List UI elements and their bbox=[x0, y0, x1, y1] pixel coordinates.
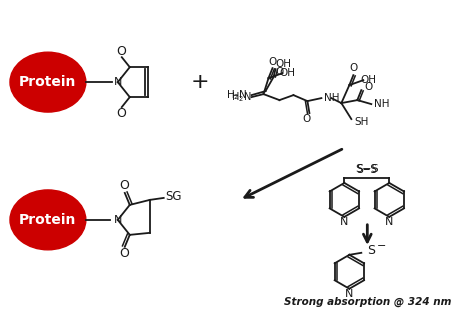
Text: OH: OH bbox=[280, 68, 295, 78]
Text: N: N bbox=[340, 217, 348, 227]
Text: O: O bbox=[365, 82, 373, 92]
Text: S: S bbox=[367, 244, 375, 257]
Text: Protein: Protein bbox=[19, 213, 77, 227]
Text: N: N bbox=[114, 215, 122, 225]
Text: +: + bbox=[191, 72, 209, 92]
Text: O: O bbox=[116, 45, 126, 58]
Text: O: O bbox=[268, 57, 277, 67]
Text: O: O bbox=[302, 114, 310, 124]
Text: S−S: S−S bbox=[355, 164, 379, 174]
Text: H$_2$N: H$_2$N bbox=[231, 90, 252, 104]
Text: O: O bbox=[116, 107, 126, 120]
Text: S−S: S−S bbox=[356, 163, 378, 176]
Ellipse shape bbox=[10, 190, 86, 250]
Text: Strong absorption @ 324 nm: Strong absorption @ 324 nm bbox=[283, 297, 451, 307]
Text: O: O bbox=[119, 180, 129, 193]
Text: N: N bbox=[114, 77, 122, 87]
Text: O: O bbox=[349, 63, 357, 73]
Text: NH: NH bbox=[374, 99, 390, 109]
Text: Protein: Protein bbox=[19, 75, 77, 89]
Text: N: N bbox=[385, 217, 393, 227]
Ellipse shape bbox=[10, 52, 86, 112]
Text: O: O bbox=[119, 247, 129, 260]
Text: H$_2$N: H$_2$N bbox=[226, 88, 247, 102]
Text: −: − bbox=[377, 241, 387, 251]
Text: OH: OH bbox=[275, 59, 292, 69]
Text: SH: SH bbox=[355, 117, 369, 127]
Text: OH: OH bbox=[360, 75, 376, 85]
Text: O: O bbox=[275, 67, 284, 77]
Text: NH: NH bbox=[324, 93, 340, 103]
Text: SG: SG bbox=[166, 190, 182, 203]
Text: N: N bbox=[345, 289, 354, 299]
